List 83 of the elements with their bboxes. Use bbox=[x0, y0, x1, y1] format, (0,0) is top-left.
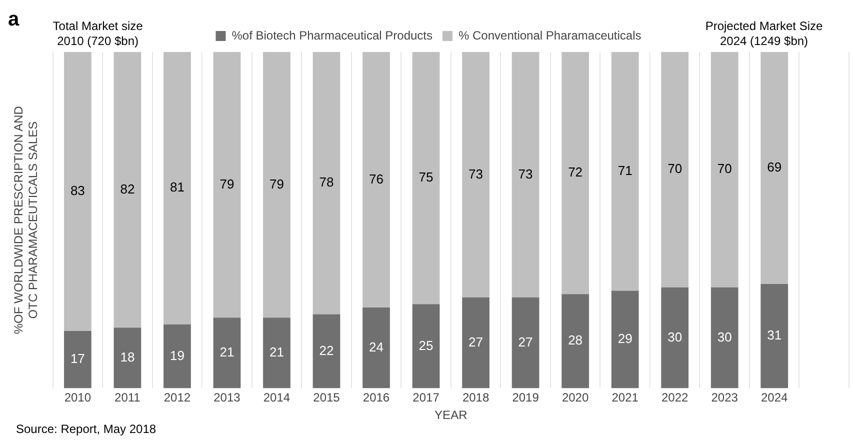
data-label: 25 bbox=[418, 338, 434, 353]
x-tick-label: 2012 bbox=[164, 390, 191, 405]
data-label: 18 bbox=[120, 350, 135, 365]
bar bbox=[611, 290, 639, 388]
bar bbox=[661, 287, 689, 388]
x-tick-label: 2017 bbox=[412, 390, 440, 405]
x-tick-label: 2019 bbox=[512, 390, 540, 405]
data-label: 31 bbox=[767, 328, 782, 343]
data-label: 70 bbox=[668, 161, 682, 176]
x-tick-label: 2024 bbox=[761, 390, 788, 405]
x-tick-label: 2014 bbox=[263, 390, 290, 405]
data-label: 17 bbox=[70, 351, 85, 366]
bar bbox=[512, 52, 540, 298]
bar bbox=[213, 318, 241, 388]
data-label: 24 bbox=[369, 339, 384, 354]
bar bbox=[312, 314, 340, 388]
bar bbox=[164, 324, 191, 388]
bar bbox=[661, 52, 689, 288]
bar bbox=[312, 52, 340, 314]
data-label: 71 bbox=[618, 162, 632, 178]
bar bbox=[412, 304, 440, 388]
x-tick-label: 2023 bbox=[711, 390, 738, 405]
data-label: 30 bbox=[668, 329, 682, 344]
data-label: 75 bbox=[418, 170, 434, 185]
data-label: 27 bbox=[468, 334, 484, 350]
data-label: 82 bbox=[120, 181, 135, 196]
x-tick-label: 2015 bbox=[313, 390, 340, 405]
bar bbox=[213, 52, 241, 318]
data-label: 22 bbox=[319, 342, 334, 358]
data-label: 73 bbox=[468, 166, 484, 182]
bar bbox=[512, 297, 540, 388]
data-label: 72 bbox=[568, 164, 583, 180]
bar bbox=[263, 318, 290, 388]
data-label: 70 bbox=[717, 161, 732, 176]
chart-title: a bbox=[8, 8, 20, 31]
bar bbox=[760, 284, 788, 388]
data-label: 78 bbox=[319, 174, 334, 190]
legend-label: % Conventional Pharamaceuticals bbox=[458, 28, 642, 42]
data-label: 30 bbox=[717, 329, 732, 344]
bar bbox=[114, 52, 142, 328]
data-label: 19 bbox=[170, 348, 184, 363]
bar bbox=[462, 297, 490, 388]
data-label: 27 bbox=[518, 334, 533, 350]
x-tick-label: 2020 bbox=[562, 390, 589, 405]
bar bbox=[164, 52, 191, 324]
bar bbox=[114, 328, 142, 388]
data-label: 83 bbox=[70, 183, 85, 198]
x-tick-label: 2018 bbox=[462, 390, 490, 405]
bar bbox=[562, 52, 589, 294]
bar bbox=[64, 331, 92, 388]
bar bbox=[760, 52, 788, 284]
data-label: 69 bbox=[767, 160, 782, 175]
x-tick-label: 2010 bbox=[64, 390, 92, 405]
data-label: 79 bbox=[269, 176, 284, 192]
bar bbox=[710, 52, 738, 288]
text: Projected Market Size 2024 (1249 $bn) bbox=[705, 19, 824, 48]
x-axis-title: YEAR bbox=[434, 408, 468, 422]
data-label: 21 bbox=[269, 344, 284, 360]
bar bbox=[64, 52, 92, 332]
text: Total Market size 2010 (720 $bn) bbox=[52, 19, 144, 48]
data-label: 21 bbox=[220, 344, 234, 360]
bar bbox=[362, 308, 390, 388]
data-label: 29 bbox=[618, 331, 632, 346]
bar bbox=[611, 52, 639, 291]
data-label: 76 bbox=[369, 171, 384, 186]
bar bbox=[362, 52, 390, 308]
bar bbox=[263, 52, 290, 318]
y-axis-title: %OF WORLDWIDE PRESCRIPTION AND OTC PHARAMACEUTICALS SALES bbox=[12, 106, 40, 334]
x-tick-label: 2021 bbox=[612, 390, 639, 405]
x-tick-label: 2016 bbox=[362, 390, 390, 405]
x-tick-label: 2011 bbox=[114, 390, 141, 405]
bar bbox=[710, 287, 738, 388]
bar bbox=[462, 52, 490, 298]
bar bbox=[412, 52, 440, 304]
x-tick-label: 2013 bbox=[214, 390, 241, 405]
source-note: Source: Report, May 2018 bbox=[16, 422, 156, 436]
data-label: 81 bbox=[170, 180, 184, 195]
bar bbox=[562, 294, 589, 388]
legend-label: %of Biotech Pharmaceutical Products bbox=[232, 28, 432, 42]
x-tick-label: 2022 bbox=[661, 390, 688, 405]
data-label: 28 bbox=[568, 332, 583, 348]
data-label: 73 bbox=[518, 166, 533, 182]
data-label: 79 bbox=[220, 176, 234, 192]
